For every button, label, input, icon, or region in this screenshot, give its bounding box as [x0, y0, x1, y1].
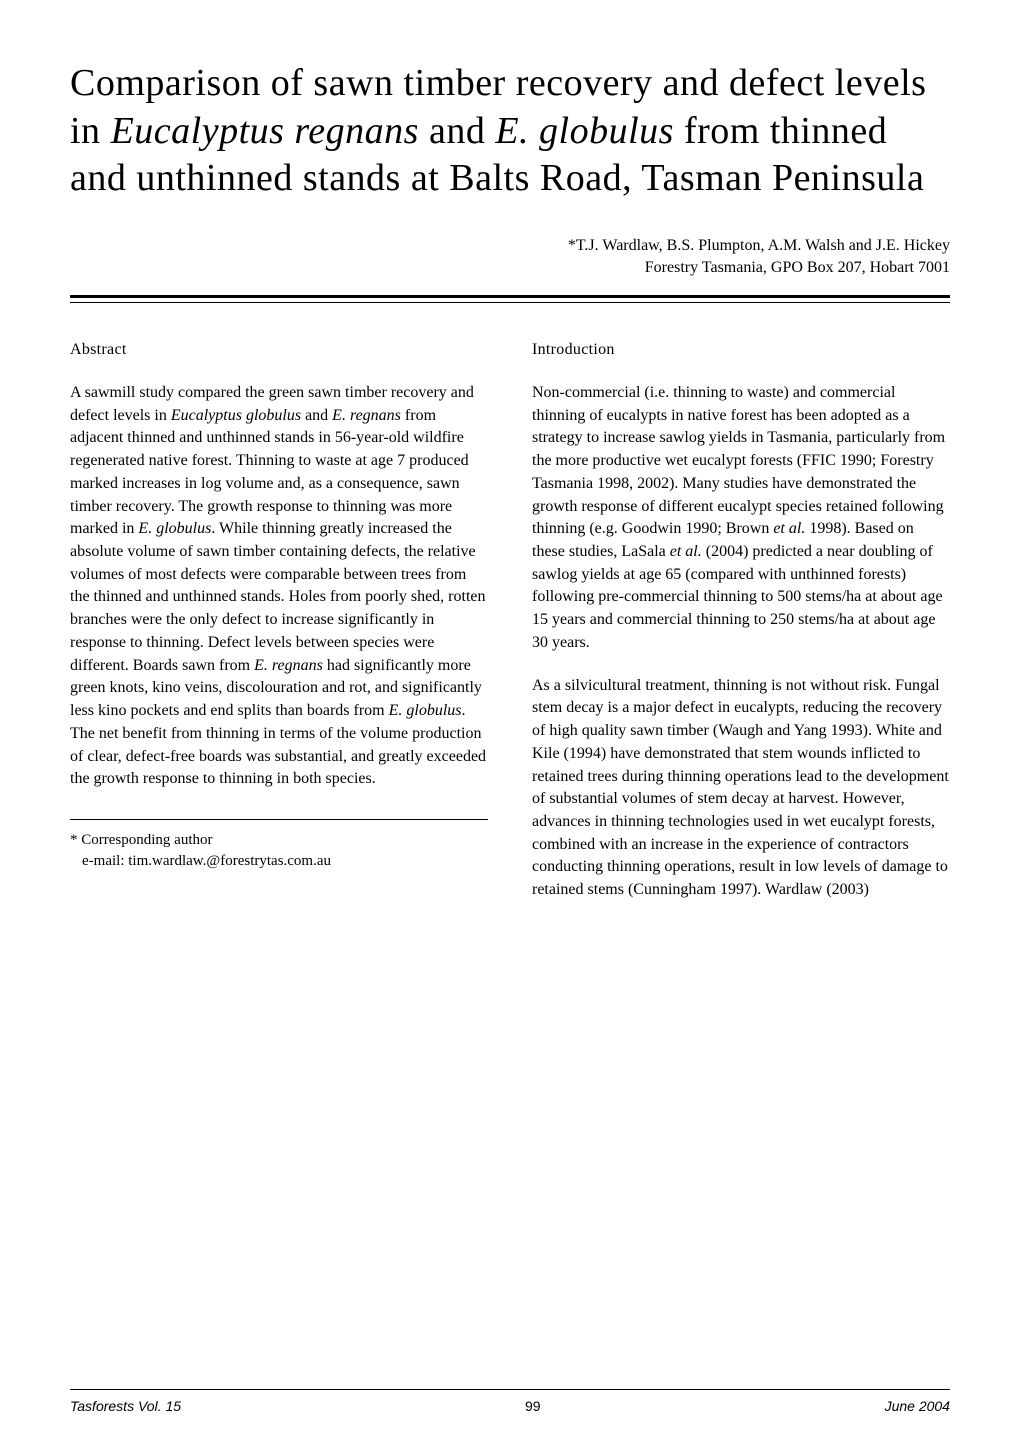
introduction-heading: Introduction: [532, 339, 950, 362]
footer-row: Tasforests Vol. 15 99 June 2004: [70, 1398, 950, 1414]
right-column: Introduction Non-commercial (i.e. thinni…: [532, 339, 950, 922]
two-column-body: Abstract A sawmill study compared the gr…: [70, 339, 950, 922]
footnote-email: e-mail: tim.wardlaw.@forestrytas.com.au: [70, 851, 488, 872]
footer-page-number: 99: [525, 1398, 541, 1414]
intro-paragraph-2: As a silvicultural treatment, thinning i…: [532, 675, 950, 902]
corresponding-author-footnote: * Corresponding author e-mail: tim.wardl…: [70, 830, 488, 872]
authors-block: *T.J. Wardlaw, B.S. Plumpton, A.M. Walsh…: [70, 235, 950, 280]
affiliation-line: Forestry Tasmania, GPO Box 207, Hobart 7…: [70, 257, 950, 279]
divider-thin: [70, 302, 950, 303]
authors-line: *T.J. Wardlaw, B.S. Plumpton, A.M. Walsh…: [70, 235, 950, 257]
abstract-heading: Abstract: [70, 339, 488, 362]
footnote-divider: [70, 819, 488, 820]
footnote-label: * Corresponding author: [70, 830, 488, 851]
abstract-text: A sawmill study compared the green sawn …: [70, 382, 488, 791]
paper-title: Comparison of sawn timber recovery and d…: [70, 60, 950, 203]
intro-paragraph-1: Non-commercial (i.e. thinning to waste) …: [532, 382, 950, 655]
left-column: Abstract A sawmill study compared the gr…: [70, 339, 488, 922]
footer-left: Tasforests Vol. 15: [70, 1398, 181, 1414]
footer-divider: [70, 1389, 950, 1390]
divider-thick: [70, 295, 950, 298]
footer-right: June 2004: [885, 1398, 950, 1414]
page-footer: Tasforests Vol. 15 99 June 2004: [70, 1389, 950, 1414]
